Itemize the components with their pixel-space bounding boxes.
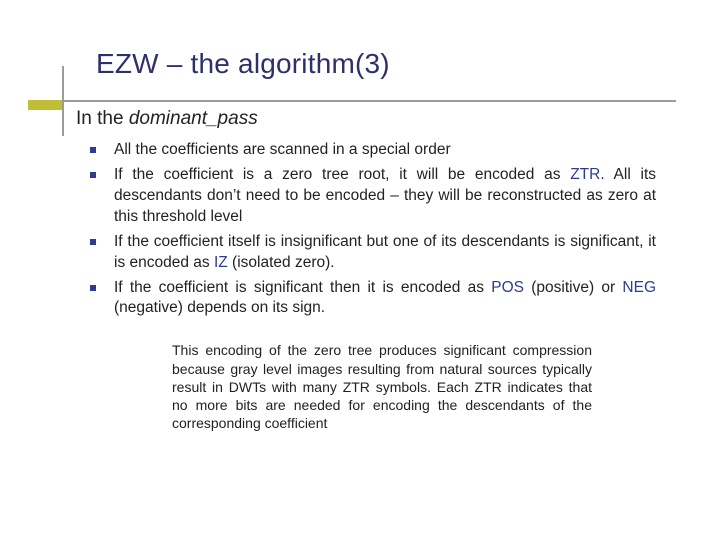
keyword-ztr: ZTR	[570, 166, 600, 183]
title-area: EZW – the algorithm(3)	[0, 0, 720, 80]
slide: EZW – the algorithm(3) In the dominant_p…	[0, 0, 720, 540]
title-accent-block	[28, 100, 62, 110]
bullet-item: If the coefficient itself is insignifica…	[114, 232, 656, 274]
bullet-text-mid: (positive) or	[524, 279, 622, 296]
footer-paragraph: This encoding of the zero tree produces …	[76, 323, 656, 432]
bullet-square-icon	[90, 147, 96, 153]
title-rule-vertical	[62, 66, 64, 136]
keyword-iz: IZ	[214, 254, 228, 271]
bullet-text: All the coefficients are scanned in a sp…	[114, 141, 451, 158]
bullet-square-icon	[90, 239, 96, 245]
body: In the dominant_pass All the coefficient…	[0, 80, 720, 432]
keyword-pos: POS	[491, 279, 524, 296]
title-rule-horizontal	[28, 100, 676, 102]
bullet-item: If the coefficient is a zero tree root, …	[114, 165, 656, 228]
intro-emph: dominant_pass	[129, 108, 258, 129]
bullet-text-pre: If the coefficient is significant then i…	[114, 279, 491, 296]
bullet-item: All the coefficients are scanned in a sp…	[114, 140, 656, 161]
bullet-text-post: (negative) depends on its sign.	[114, 299, 325, 316]
bullet-list: All the coefficients are scanned in a sp…	[76, 140, 656, 319]
bullet-text-post: (isolated zero).	[228, 254, 335, 271]
keyword-neg: NEG	[622, 279, 656, 296]
page-title: EZW – the algorithm(3)	[96, 48, 720, 80]
intro-prefix: In the	[76, 108, 129, 129]
bullet-square-icon	[90, 172, 96, 178]
intro-line: In the dominant_pass	[76, 108, 656, 130]
bullet-text-pre: If the coefficient is a zero tree root, …	[114, 166, 570, 183]
bullet-text-pre: If the coefficient itself is insignifica…	[114, 233, 656, 271]
bullet-item: If the coefficient is significant then i…	[114, 278, 656, 320]
bullet-square-icon	[90, 285, 96, 291]
